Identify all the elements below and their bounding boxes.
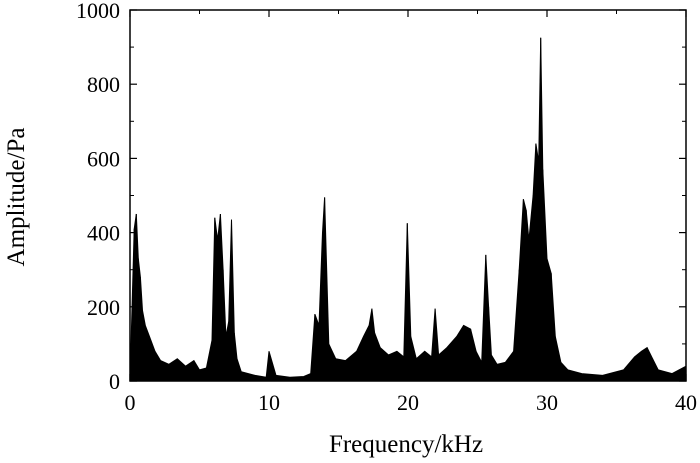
- x-axis-title: Frequency/kHz: [329, 431, 483, 458]
- y-tick-label: 800: [87, 72, 120, 97]
- x-tick-label: 20: [397, 390, 419, 415]
- x-tick-label: 0: [125, 390, 136, 415]
- y-tick-label: 400: [87, 221, 120, 246]
- y-tick-label: 1000: [76, 0, 120, 23]
- y-tick-label: 0: [109, 369, 120, 394]
- y-tick-label: 600: [87, 146, 120, 171]
- x-tick-label: 30: [536, 390, 558, 415]
- y-axis-title: Amplitude/Pa: [3, 128, 30, 267]
- x-tick-label: 40: [675, 390, 697, 415]
- spectrum-series-0: [129, 37, 687, 382]
- x-tick-label: 10: [258, 390, 280, 415]
- plot-area: [129, 37, 687, 382]
- y-tick-label: 200: [87, 295, 120, 320]
